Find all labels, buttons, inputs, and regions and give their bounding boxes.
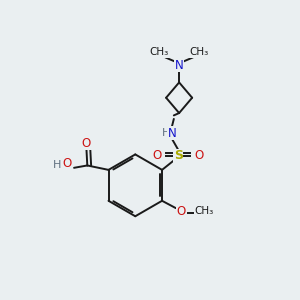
Text: O: O [62,157,71,170]
Text: O: O [82,136,91,150]
Text: O: O [177,206,186,218]
Text: H: H [53,160,61,170]
Text: S: S [174,149,183,162]
Text: N: N [168,127,177,140]
Text: O: O [195,149,204,162]
Text: N: N [175,59,184,72]
Text: CH₃: CH₃ [195,206,214,216]
Text: CH₃: CH₃ [189,47,208,57]
Text: H: H [161,128,170,138]
Text: O: O [152,149,162,162]
Text: CH₃: CH₃ [150,47,169,57]
